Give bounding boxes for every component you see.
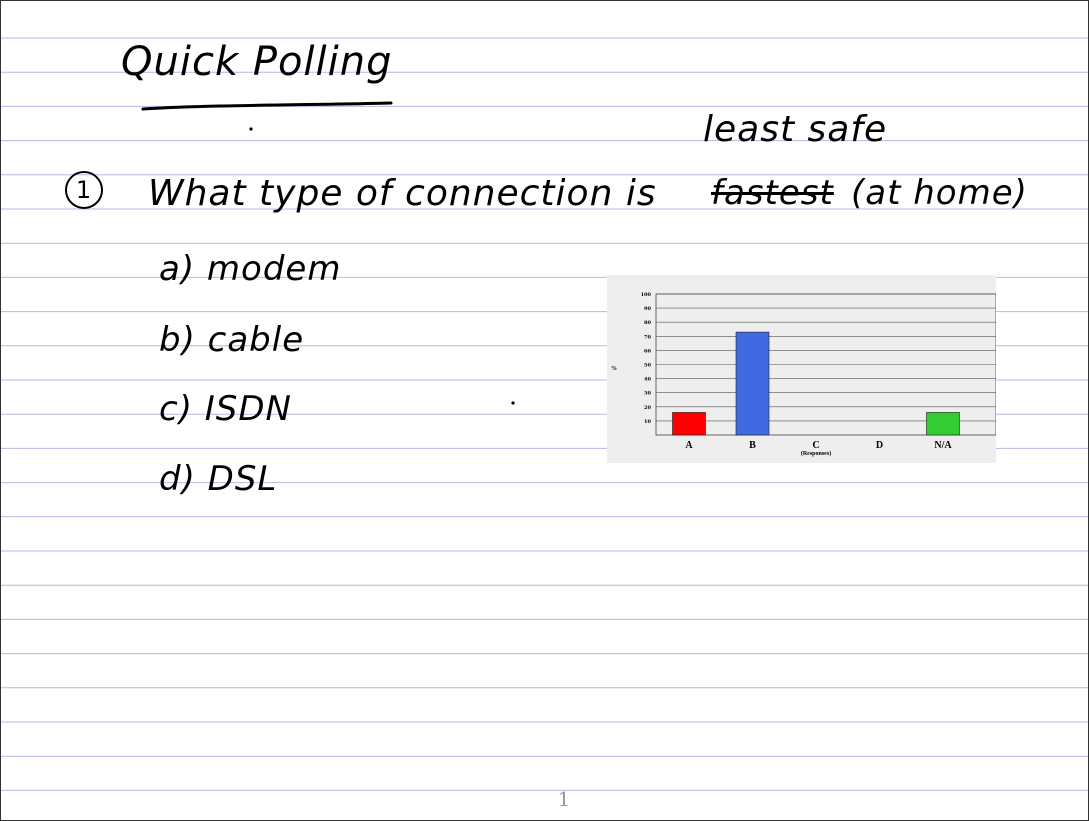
option-b: b) cable (159, 320, 305, 360)
x-tick-label: A (685, 440, 693, 451)
y-tick-label: 50 (644, 363, 651, 369)
y-tick-label: 20 (644, 405, 651, 411)
struck-word: fastest (711, 173, 834, 213)
option-a: a) modem (159, 249, 342, 289)
question-suffix: (at home) (851, 173, 1028, 213)
bar-b (735, 331, 770, 436)
x-tick-label: D (876, 440, 883, 451)
correction-annotation: least safe (703, 109, 888, 150)
x-tick-label: C (812, 440, 819, 451)
x-tick-label: B (749, 440, 756, 451)
y-axis-label: % (611, 366, 617, 372)
y-tick-label: 10 (644, 419, 651, 425)
x-axis-label: (Responses) (801, 450, 831, 457)
y-tick-label: 40 (644, 377, 651, 383)
y-tick-label: 80 (644, 320, 651, 326)
y-tick-label: 90 (644, 306, 651, 312)
y-tick-label: 100 (641, 292, 652, 298)
x-tick-label: N/A (934, 440, 952, 451)
y-tick-label: 30 (644, 391, 651, 397)
y-tick-label: 70 (644, 334, 651, 340)
page-title: Quick Polling (121, 39, 393, 85)
option-d: d) DSL (159, 459, 278, 499)
y-tick-label: 60 (644, 348, 651, 354)
question-number: 1 (65, 171, 103, 209)
page-number: 1 (557, 787, 571, 811)
option-c: c) ISDN (159, 389, 292, 429)
bar-a (672, 412, 706, 436)
question-text: What type of connection is (148, 173, 657, 214)
poll-results-chart: 10 20 30 40 50 60 70 80 90 100% A B C D N/A (Responses) (607, 275, 996, 463)
bar-na (926, 412, 960, 436)
